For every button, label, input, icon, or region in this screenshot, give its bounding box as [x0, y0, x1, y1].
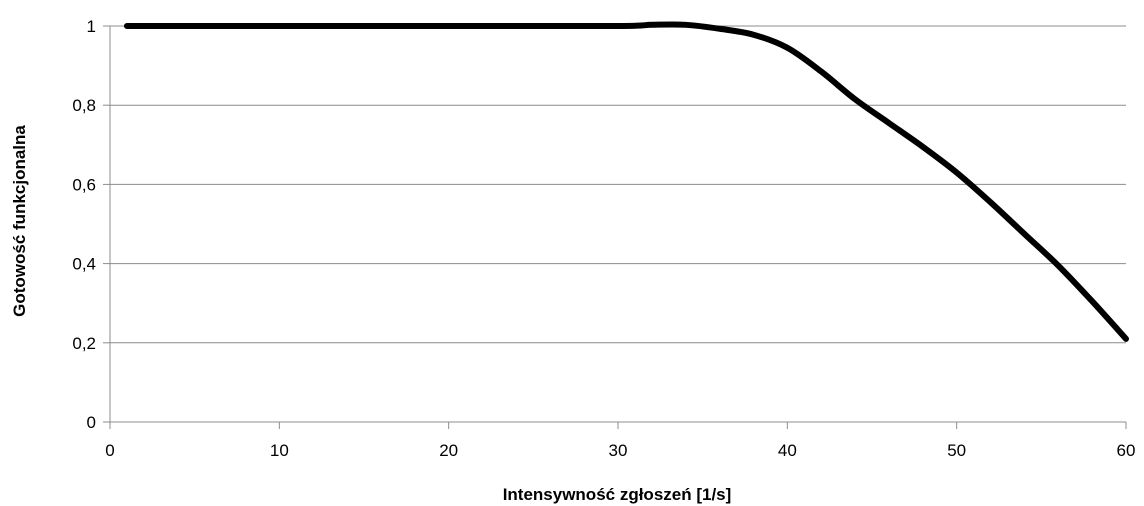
y-tick-label: 0,8 [72, 96, 96, 115]
x-tick-label: 30 [609, 441, 628, 460]
x-tick-label: 10 [270, 441, 289, 460]
x-tick-label: 50 [947, 441, 966, 460]
x-tick-label: 20 [439, 441, 458, 460]
series-line [123, 21, 1129, 342]
tick-labels: 00,20,40,60,810 10 20 30 40 50 60 [72, 17, 1135, 460]
x-tick-label: 40 [778, 441, 797, 460]
y-tick-label: 0,2 [72, 334, 96, 353]
y-tick-label: 0 [87, 413, 96, 432]
y-tick-label: 0,4 [72, 255, 96, 274]
x-tick-label: 0 [105, 441, 114, 460]
series-layer [123, 21, 1129, 342]
y-axis-title: Gotowość funkcjonalna [10, 125, 29, 317]
axes [103, 25, 1127, 429]
x-tick-label: 60 [1117, 441, 1136, 460]
y-tick-label: 0,6 [72, 175, 96, 194]
x-axis-title: Intensywność zgłoszeń [1/s] [503, 485, 732, 504]
y-tick-label: 1 [87, 17, 96, 36]
